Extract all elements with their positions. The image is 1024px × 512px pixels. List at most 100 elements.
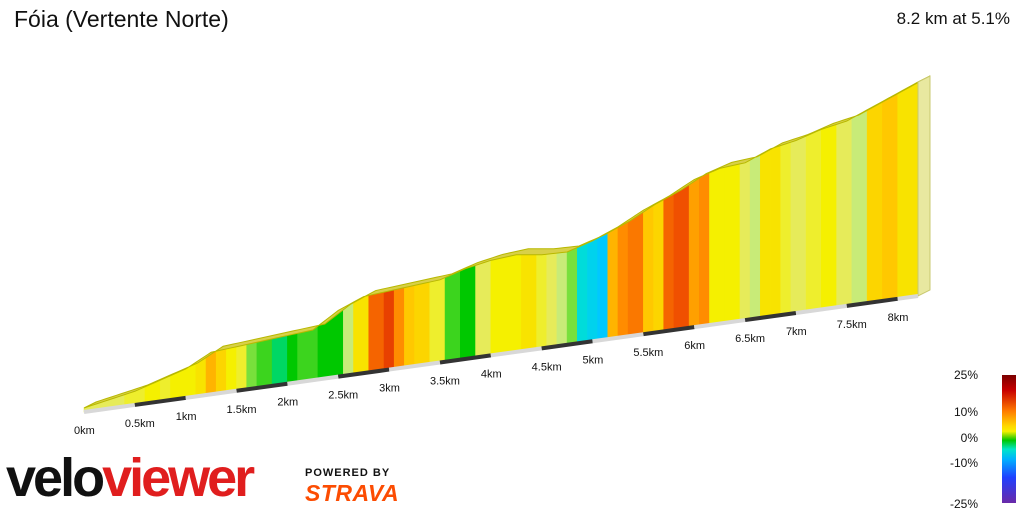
grade-label-10: 10% [953, 405, 978, 419]
grade-segment-27 [429, 277, 446, 365]
grade-segment-49 [699, 172, 710, 327]
distance-axis-segment [592, 332, 644, 344]
page-title: Fóia (Vertente Norte) [14, 6, 229, 32]
grade-segment-45 [653, 198, 665, 334]
grade-segment-60 [836, 117, 853, 308]
grade-segment-61 [851, 109, 868, 306]
distance-axis-segment [388, 360, 441, 372]
grade-segment-32 [505, 254, 522, 354]
grade-segment-30 [475, 259, 492, 358]
grade-label-minus-10: -10% [949, 456, 978, 470]
grade-label-minus-25: -25% [949, 497, 978, 511]
distance-tick-labels: 0km 0.5km 1km 1.5km 2km 2.5km 3km 3.5km 4km 4.5km… [74, 312, 908, 437]
x-tick-label: 4.5km [532, 361, 562, 373]
grade-segment-56 [780, 141, 792, 316]
grade-segment-29 [460, 264, 476, 361]
x-tick-label: 1km [176, 411, 197, 423]
x-tick-label: 1.5km [227, 404, 257, 416]
grade-segment-63 [882, 92, 898, 302]
grade-segment-64 [897, 81, 919, 300]
grade-segment-13 [246, 341, 258, 390]
grade-segment-50 [709, 166, 726, 326]
grade-segment-53 [749, 153, 761, 320]
x-tick-label: 2.5km [328, 390, 358, 402]
veloviewer-logo: veloviewer [6, 448, 258, 508]
grade-segment-55 [770, 145, 781, 317]
x-tick-label: 5km [583, 354, 604, 366]
x-tick-label: 3.5km [430, 375, 460, 387]
grade-segment-54 [760, 148, 771, 319]
distance-axis-segment [287, 374, 339, 386]
grade-segment-47 [673, 182, 690, 331]
strava-logo: STRAVA [305, 480, 400, 506]
grade-color-scale [1002, 375, 1016, 503]
grade-segment-19 [332, 307, 344, 378]
grade-segment-41 [607, 226, 619, 340]
grade-segment-59 [821, 123, 837, 310]
powered-by-label: POWERED BY [305, 467, 391, 479]
grade-segment-23 [383, 289, 395, 371]
grade-segment-22 [368, 291, 385, 373]
grade-segment-21 [353, 295, 370, 375]
distance-axis-segment [439, 353, 492, 365]
grade-label-0: 0% [960, 431, 978, 445]
x-tick-label: 7km [786, 326, 807, 338]
x-tick-label: 6.5km [735, 333, 765, 345]
grade-segment-14 [256, 338, 273, 389]
grade-segment-57 [790, 135, 807, 315]
distance-axis-segment [541, 339, 593, 351]
grade-segment-36 [556, 251, 568, 347]
grade-legend: 25% 10% 0% -10% -25% [950, 366, 1024, 512]
grade-segment-10 [215, 348, 227, 394]
grade-segment-20 [343, 301, 354, 377]
grade-segment-51 [724, 163, 741, 324]
grade-segment-31 [490, 256, 507, 356]
grade-segment-15 [271, 335, 288, 387]
grade-segment-43 [627, 209, 644, 337]
grade-segment-24 [393, 287, 405, 370]
x-tick-label: 4km [481, 368, 502, 380]
distance-axis-segment [490, 346, 542, 358]
grade-segment-48 [688, 176, 700, 329]
grade-segment-16 [287, 332, 298, 385]
grade-segment-9 [205, 350, 217, 396]
grade-segment-25 [404, 285, 415, 368]
distance-axis [83, 294, 919, 414]
distance-axis-segment [337, 367, 390, 379]
svg-text:veloviewer: veloviewer [6, 448, 255, 508]
grade-segment-28 [444, 270, 461, 363]
grade-segment-34 [536, 253, 548, 350]
distance-axis-segment [744, 310, 797, 323]
grade-segment-33 [521, 254, 537, 352]
grade-segment-58 [805, 128, 822, 312]
x-tick-label: 0.5km [125, 418, 155, 430]
x-tick-label: 5.5km [633, 347, 663, 359]
grade-segment-52 [739, 159, 751, 322]
x-tick-label: 7.5km [837, 319, 867, 331]
profile-end-face [917, 75, 931, 297]
x-tick-label: 8km [888, 312, 909, 324]
distance-axis-segment [643, 325, 695, 337]
distance-axis-segment [846, 296, 898, 308]
distance-axis-segment [897, 294, 919, 301]
grade-segment-12 [236, 344, 248, 392]
grade-segment-46 [663, 192, 675, 332]
grade-segment-11 [226, 346, 237, 393]
distance-axis-segment [795, 303, 848, 315]
grade-segment-38 [576, 242, 588, 344]
x-tick-label: 6km [684, 340, 705, 352]
grade-segment-26 [414, 281, 431, 367]
grade-segment-39 [587, 237, 598, 343]
x-tick-label: 0km [74, 425, 95, 437]
x-tick-label: 2km [277, 397, 298, 409]
grade-segment-37 [566, 247, 578, 346]
grade-segment-35 [546, 252, 558, 348]
grade-segment-44 [643, 204, 654, 335]
grade-segment-40 [597, 231, 609, 341]
grade-segment-42 [617, 219, 629, 339]
distance-axis-segment [693, 318, 746, 330]
distance-axis-segment [236, 381, 288, 393]
x-tick-label: 3km [379, 383, 400, 395]
distance-axis-segment [83, 402, 136, 414]
grade-label-25: 25% [953, 368, 978, 382]
